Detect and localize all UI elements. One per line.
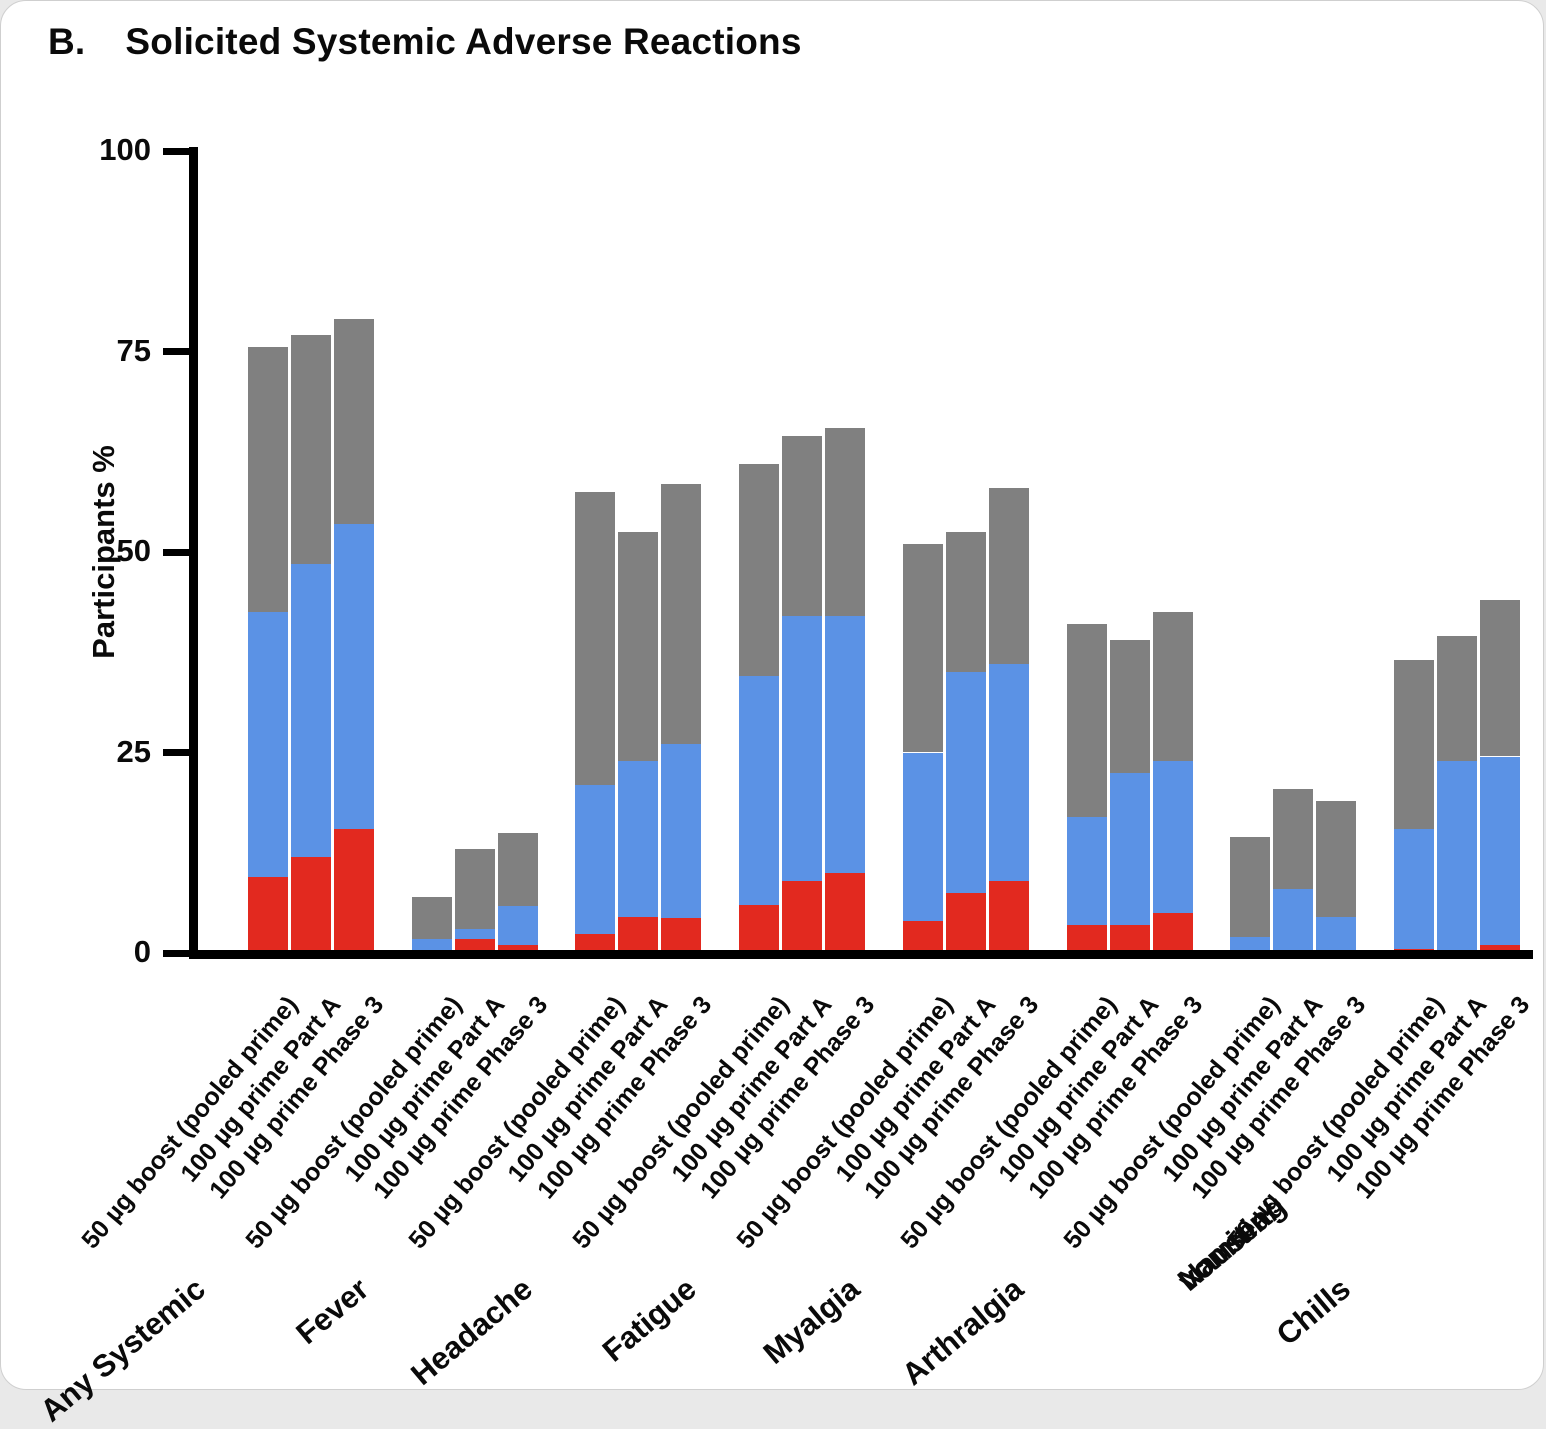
category-label: Myalgia: [756, 1271, 867, 1371]
bar-segment-gray: [825, 427, 866, 617]
bar-segment-red: [618, 916, 659, 953]
category-label: Fever: [289, 1271, 376, 1351]
bar-segment-blue: [1479, 756, 1520, 945]
panel-letter: B.: [48, 21, 86, 62]
bar-segment-gray: [497, 832, 538, 907]
bar-segment-gray: [945, 531, 986, 673]
bar-segment-blue: [618, 760, 659, 917]
bar-segment-blue: [739, 676, 780, 905]
y-tick-label: 25: [116, 733, 151, 769]
bar-segment-red: [291, 856, 331, 953]
bar-segment-red: [739, 904, 780, 953]
bar-segment-gray: [1066, 624, 1107, 817]
bar-segment-gray: [661, 483, 702, 745]
bar-segment-blue: [248, 612, 288, 877]
bar-segment-blue: [334, 523, 374, 829]
bar-segment-red: [575, 933, 616, 953]
chart-title: Solicited Systemic Adverse Reactions: [125, 21, 802, 62]
y-tick-mark: [163, 348, 189, 355]
bar-segment-gray: [248, 347, 288, 613]
y-tick-label: 100: [99, 132, 151, 167]
bar-segment-gray: [291, 335, 331, 565]
bar-segment-blue: [825, 616, 866, 873]
stacked-bar-chart: 0 25 50 75 100 50 µg boost (pooled prime) 100 …: [33, 132, 1536, 1429]
bar-segment-red: [661, 917, 702, 953]
category-label: Headache: [404, 1271, 539, 1392]
bar-segment-gray: [454, 848, 495, 929]
bar-segment-red: [497, 944, 538, 953]
title-row: B. Solicited Systemic Adverse Reactions: [48, 21, 802, 63]
bar-segment-gray: [1393, 660, 1434, 829]
bar-segment-red: [825, 872, 866, 953]
bar-segment-red: [1479, 944, 1520, 953]
bar-segment-gray: [1316, 800, 1357, 917]
bar-segment-blue: [945, 672, 986, 893]
y-tick-mark: [163, 147, 189, 155]
bar-segment-blue: [1273, 888, 1314, 953]
bar-segment-blue: [575, 784, 616, 934]
category-label: Chills: [1270, 1271, 1358, 1353]
bar-segment-blue: [1436, 760, 1477, 951]
y-tick-mark: [163, 548, 189, 556]
y-tick-label: 50: [116, 533, 151, 568]
bar-segment-blue: [661, 744, 702, 918]
bar-segment-gray: [1109, 640, 1150, 773]
bar-segment-blue: [902, 752, 943, 921]
bar-segment-gray: [782, 435, 823, 617]
bar-segment-red: [945, 892, 986, 953]
bar-segment-gray: [618, 531, 659, 761]
bar-segment-blue: [411, 939, 452, 953]
category-label: Arthralgia: [895, 1271, 1030, 1392]
bar-segment-gray: [575, 491, 616, 785]
bar-segment-gray: [1152, 612, 1193, 761]
bar-segment-gray: [739, 463, 780, 677]
bar-segment-red: [454, 938, 495, 953]
x-axis-line: [189, 950, 1533, 959]
bar-segment-gray: [988, 487, 1029, 665]
bar-segment-gray: [334, 319, 374, 524]
bar-segment-gray: [1230, 836, 1271, 937]
bar-segment-blue: [1316, 916, 1357, 953]
bar-segment-blue: [782, 616, 823, 881]
bar-segment-red: [902, 920, 943, 953]
bar-segment-blue: [988, 664, 1029, 881]
bar-segment-red: [1152, 912, 1193, 953]
y-tick-label: 75: [116, 332, 151, 368]
bar-segment-gray: [1436, 636, 1477, 761]
bar-segment-red: [1109, 924, 1150, 953]
bar-segment-red: [334, 828, 374, 953]
bar-segment-gray: [1273, 788, 1314, 889]
category-label: Fatigue: [595, 1271, 703, 1369]
bar-segment-blue: [497, 906, 538, 945]
category-label: Any Systemic: [33, 1271, 212, 1429]
bar-segment-red: [782, 880, 823, 953]
bar-segment-blue: [1393, 828, 1434, 949]
y-axis-line: [189, 147, 198, 959]
bar-segment-red: [988, 880, 1029, 953]
bar-segment-blue: [1230, 936, 1271, 953]
bar-segment-blue: [454, 928, 495, 939]
bar-segment-blue: [291, 564, 331, 857]
y-tick-mark: [163, 749, 189, 756]
bar-segment-blue: [1109, 772, 1150, 925]
y-tick-mark: [163, 949, 189, 957]
bar-segment-blue: [1066, 816, 1107, 925]
y-tick-label: 0: [133, 934, 151, 969]
bar-segment-red: [248, 876, 288, 953]
bar-segment-gray: [1479, 600, 1520, 757]
bar-segment-blue: [1152, 760, 1193, 913]
bar-segment-gray: [902, 543, 943, 753]
bar-segment-gray: [411, 896, 452, 940]
bar-segment-red: [1066, 924, 1107, 953]
